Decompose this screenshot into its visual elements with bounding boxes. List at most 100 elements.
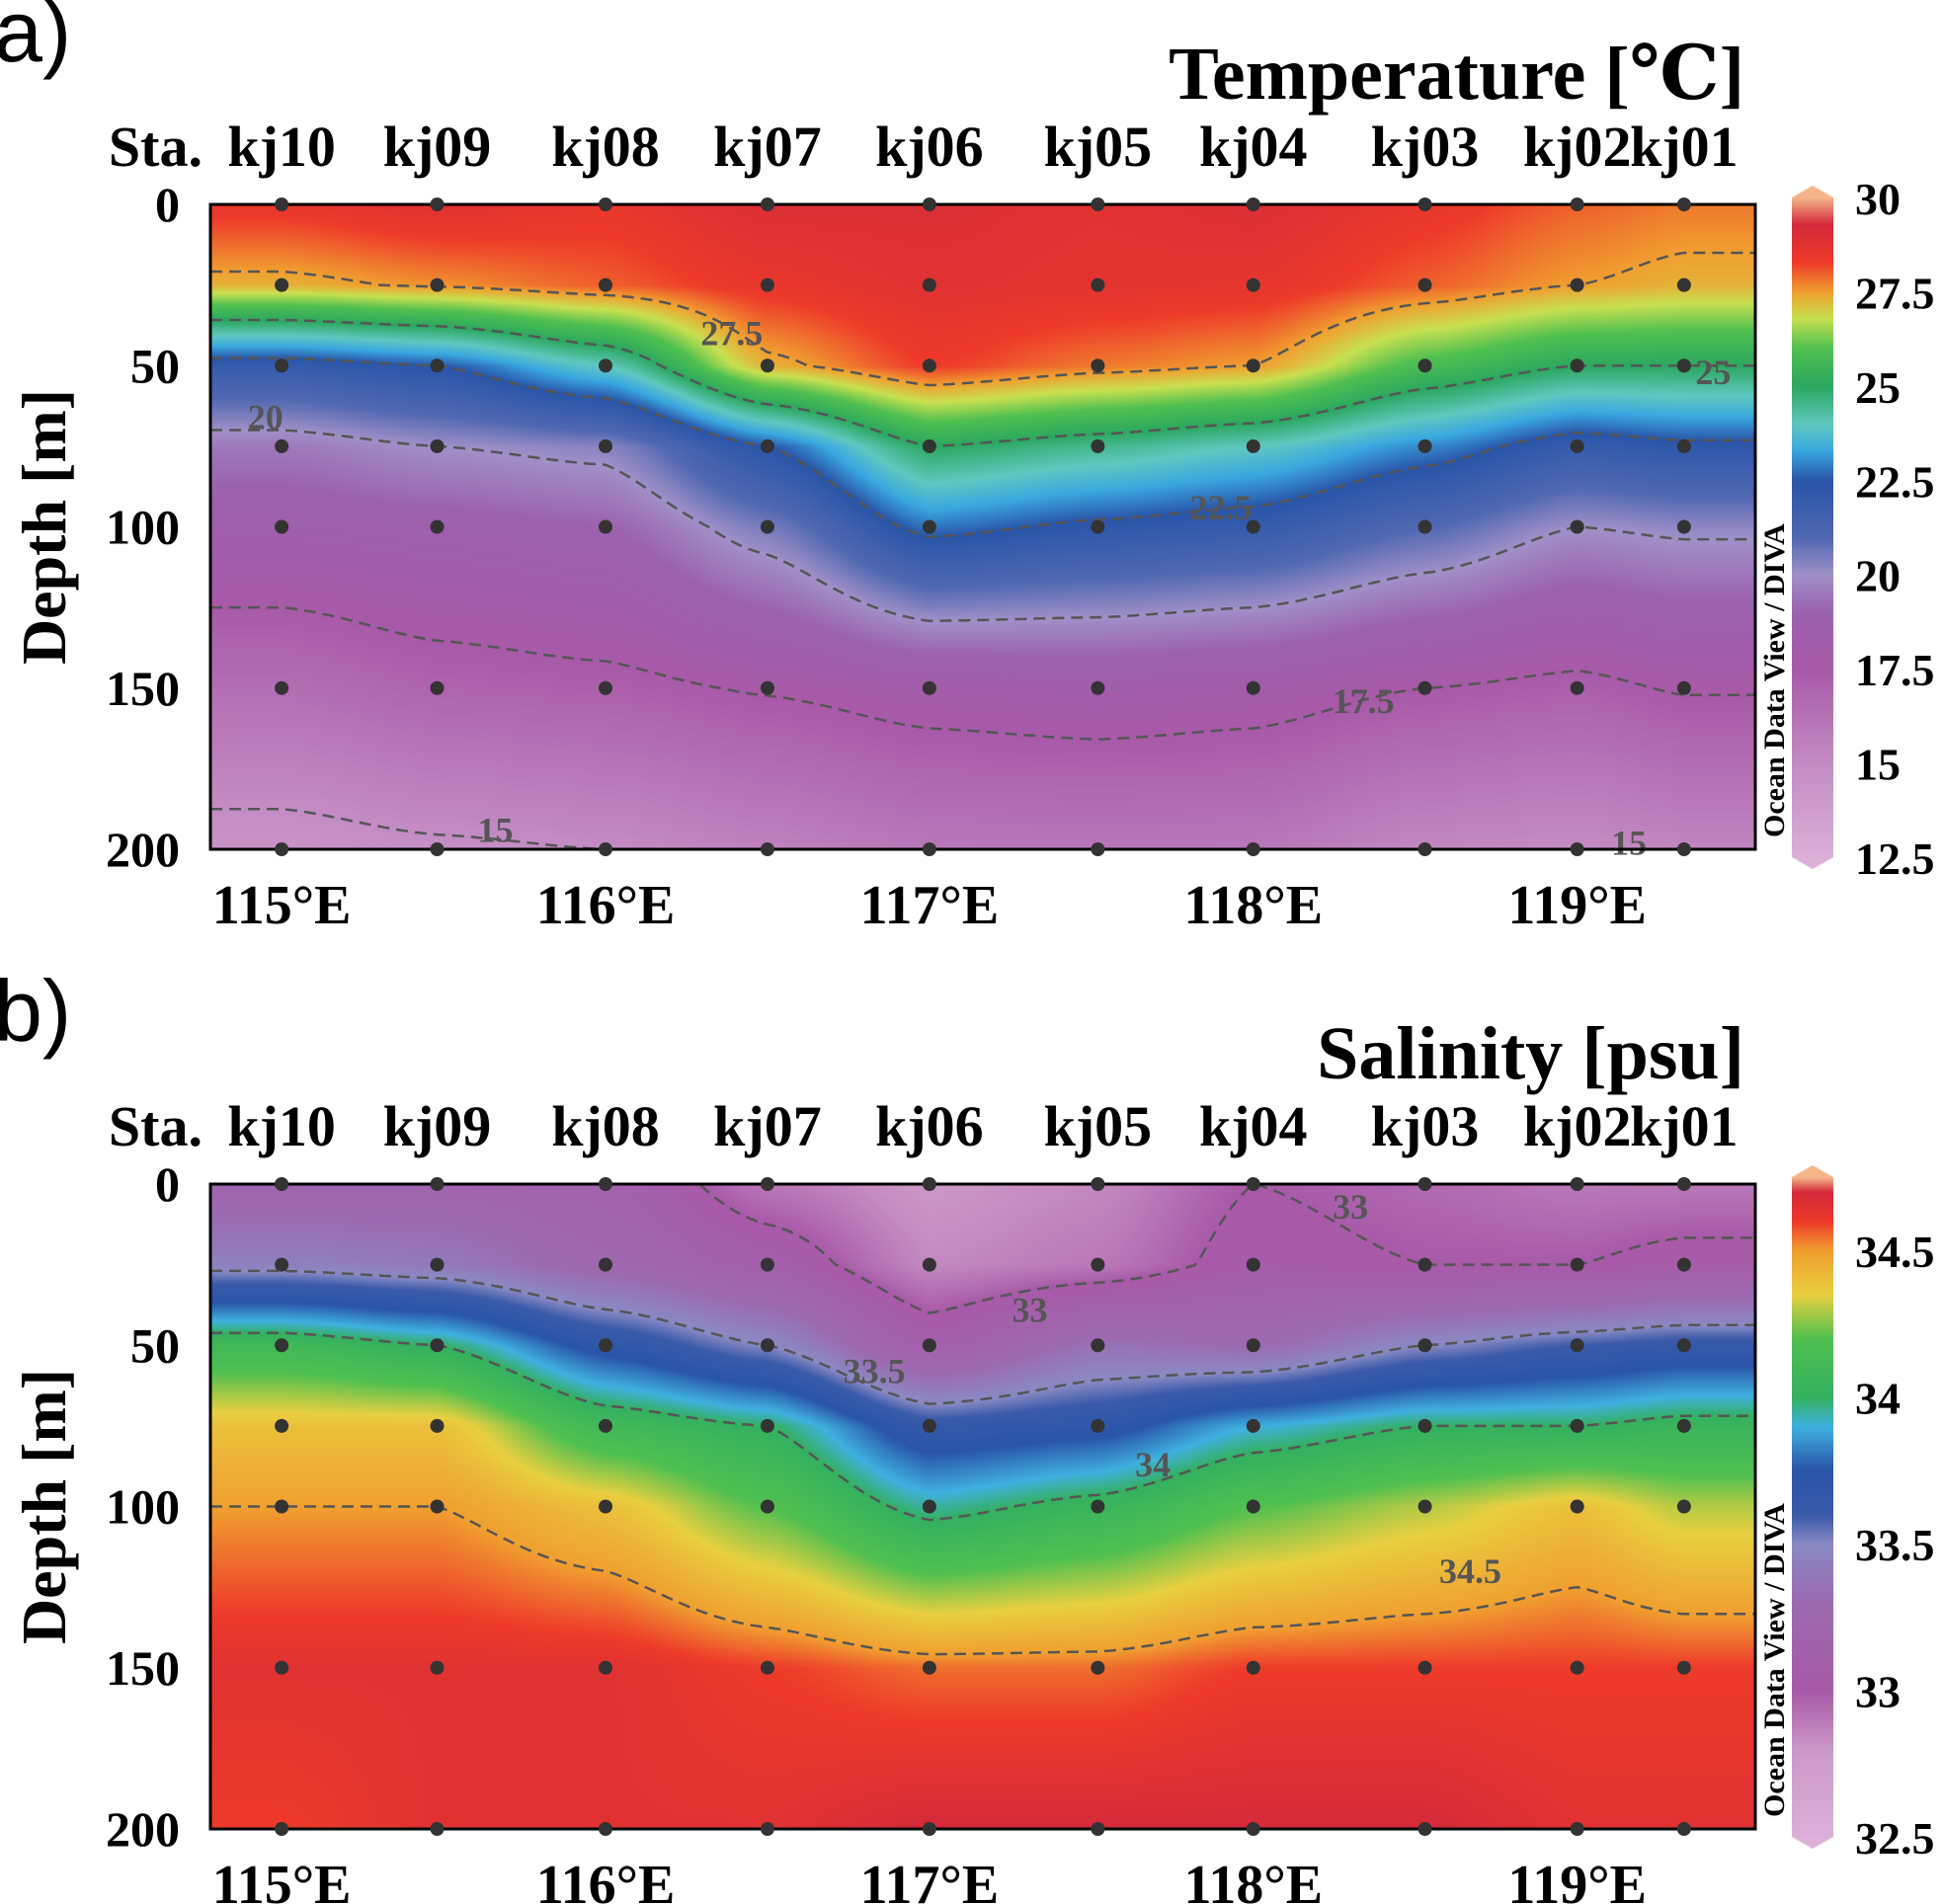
sample-point [922,358,936,373]
station-label: kj02 [1523,1094,1632,1158]
sample-point [1417,1499,1432,1514]
contour-line [210,1269,1755,1405]
sample-point [1246,198,1260,211]
sample-point [430,680,445,695]
contour-label: 34 [1135,1445,1171,1484]
sample-point [1417,1660,1432,1675]
panel-label: b) [0,962,71,1060]
watermark-text: Ocean Data View / DIVA [1758,523,1791,837]
sample-point [1091,1177,1105,1191]
station-prefix: Sta. [109,1094,202,1158]
sample-point [1417,278,1432,292]
sample-point [760,1499,774,1514]
sample-point [760,198,774,211]
sample-point [1570,1822,1584,1836]
sample-point [275,278,289,292]
sample-point [760,519,774,534]
sample-point [1570,842,1584,856]
x-tick-label: 118°E [1183,1855,1323,1904]
sample-point [599,842,613,856]
sample-point [1417,358,1432,373]
sample-point [1570,438,1584,453]
sample-point [430,278,445,292]
contour-line [210,429,1755,622]
sample-point [1570,1660,1584,1675]
contour-label: 17.5 [1333,681,1395,721]
sample-point [1570,519,1584,534]
sample-point [430,1418,445,1433]
sample-point [1246,1822,1260,1836]
sample-point [430,1257,445,1272]
sample-point [599,438,613,453]
sample-point [275,1822,289,1836]
contour-lines [210,1182,1755,1656]
x-tick-label: 118°E [1183,875,1323,936]
sample-point [275,198,289,211]
sample-point [1091,438,1105,453]
y-axis-label: Depth [m] [9,389,79,665]
sample-point [1091,278,1105,292]
colorbar-tick-label: 15 [1855,740,1901,790]
station-label: kj06 [875,1094,984,1158]
sample-point [430,1499,445,1514]
station-label: kj08 [551,1094,660,1158]
contour-label: 33.5 [844,1351,906,1390]
sample-point [760,438,774,453]
sample-point [1676,1822,1691,1836]
sample-point [1676,680,1691,695]
station-label: kj07 [713,1094,822,1158]
sample-point [275,519,289,534]
sample-point [1417,680,1432,695]
contour-label: 22.5 [1189,488,1252,527]
sample-point [1676,1499,1691,1514]
sample-point [599,519,613,534]
sample-point [922,519,936,534]
sample-point [922,1418,936,1433]
sample-point [1246,680,1260,695]
colorbar-tick-label: 22.5 [1855,456,1935,507]
x-tick-label: 115°E [212,1855,352,1904]
sample-point [1417,519,1432,534]
sample-point [1246,278,1260,292]
station-label: kj08 [551,115,660,179]
sample-point [922,1338,936,1353]
sample-point [922,198,936,211]
watermark-text: Ocean Data View / DIVA [1758,1503,1791,1817]
contour-label: 34.5 [1439,1551,1501,1591]
sample-point [1676,198,1691,211]
sample-point [1570,278,1584,292]
sample-point [1676,278,1691,292]
x-tick-label: 115°E [212,875,352,936]
y-tick-label: 150 [106,1640,180,1696]
sample-point [760,1660,774,1675]
station-label: kj01 [1630,115,1739,179]
sample-point [760,278,774,292]
sample-point [1091,1822,1105,1836]
y-tick-label: 0 [155,1156,180,1212]
sample-point [275,842,289,856]
sample-point [1246,1338,1260,1353]
sample-point [1417,1177,1432,1191]
contour-line [699,1182,1755,1314]
panel-label: a) [0,0,71,80]
sample-point [1676,1338,1691,1353]
sample-point [1091,1499,1105,1514]
station-label: kj05 [1044,1094,1153,1158]
station-label: kj05 [1044,115,1153,179]
sample-point [760,1177,774,1191]
plot-frame [208,1182,1757,1831]
station-prefix: Sta. [109,115,202,179]
sample-point [1091,1660,1105,1675]
sample-point [1246,1177,1260,1191]
sample-point [599,198,613,211]
sample-point [1676,1418,1691,1433]
sample-point [599,1177,613,1191]
contour-label: 25 [1695,353,1731,392]
sample-point [1570,198,1584,211]
sample-point [1570,358,1584,373]
sample-point [599,1338,613,1353]
sample-point [275,358,289,373]
sample-point [430,1660,445,1675]
sample-point [1570,680,1584,695]
